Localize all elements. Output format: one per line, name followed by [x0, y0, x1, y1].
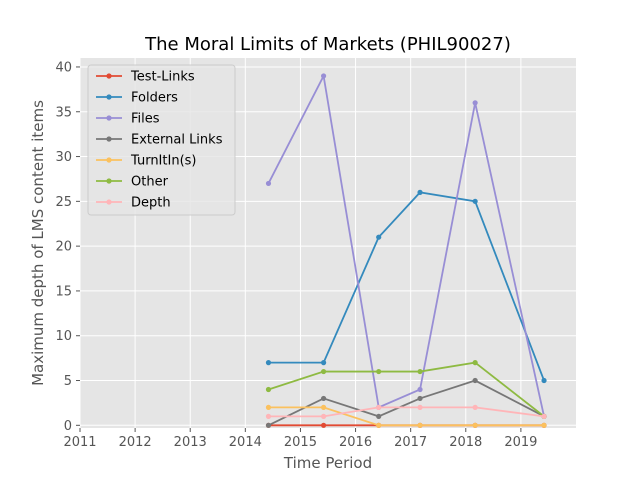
y-tick-label: 5: [64, 374, 72, 389]
series-depth: [265, 404, 547, 419]
y-tick-label: 10: [55, 329, 72, 344]
data-point-folders: [376, 234, 382, 240]
data-point-files: [320, 73, 327, 79]
data-point-depth: [541, 413, 547, 419]
y-tick-label: 25: [55, 195, 72, 210]
legend-item: Other: [96, 175, 169, 190]
legend-box: [87, 64, 236, 216]
data-point-files: [417, 386, 423, 393]
series-group: [265, 73, 547, 428]
legend-label: External Links: [131, 133, 223, 148]
data-point-folders: [417, 189, 423, 195]
legend-label: Test-Links: [130, 70, 195, 85]
x-tick-label: 2013: [174, 435, 207, 450]
x-tick-label: 2012: [119, 435, 152, 450]
data-point-turnitin-s: [417, 422, 423, 428]
data-point-turnitin-s: [541, 422, 547, 428]
data-point-depth: [265, 413, 272, 419]
data-point-files: [472, 100, 478, 106]
data-point-other: [472, 360, 478, 366]
y-tick-label: 40: [55, 60, 72, 75]
x-tick-label: 2016: [339, 435, 372, 450]
legend-item: External Links: [96, 133, 223, 148]
legend-item: TurnItIn(s): [96, 154, 196, 169]
data-point-folders: [541, 377, 547, 384]
data-point-test-links: [320, 422, 327, 428]
y-tick-label: 15: [55, 284, 72, 299]
legend-item: Test-Links: [96, 70, 195, 85]
data-point-external-links: [320, 395, 327, 402]
series-line-other: [268, 361, 545, 418]
data-point-other: [417, 368, 423, 375]
data-point-depth: [376, 404, 382, 410]
y-tick-label: 20: [55, 240, 72, 255]
legend: Test-Links Folders Files External Links Turn…: [87, 64, 236, 216]
x-tick-label: 2017: [394, 435, 427, 450]
data-point-turnitin-s: [376, 422, 382, 428]
x-tick-label: 2018: [449, 435, 482, 450]
data-point-other: [265, 386, 272, 393]
legend-marker: [106, 136, 112, 142]
data-point-external-links: [376, 413, 382, 419]
legend-item: Folders: [96, 91, 178, 106]
data-point-depth: [472, 404, 478, 410]
chart-title: The Moral Limits of Markets (PHIL90027): [144, 34, 511, 55]
y-tick-label: 30: [55, 150, 72, 165]
data-point-external-links: [472, 377, 478, 384]
x-tick-label: 2015: [284, 435, 317, 450]
data-point-external-links: [417, 395, 423, 402]
y-axis-ticks: 0 5 10 15 20 25 30 35 40: [55, 60, 80, 434]
data-point-folders: [320, 360, 327, 366]
legend-label: Folders: [131, 91, 178, 106]
data-point-turnitin-s: [320, 404, 327, 410]
data-point-depth: [320, 413, 327, 419]
y-axis-label: Maximum depth of LMS content items: [29, 100, 47, 386]
legend-label: Other: [131, 175, 169, 190]
legend-marker: [106, 73, 112, 79]
data-point-other: [376, 368, 382, 375]
data-point-depth: [417, 404, 423, 410]
legend-marker: [106, 199, 112, 205]
series-line-turnitin-s: [268, 406, 545, 427]
legend-marker: [106, 115, 112, 121]
data-point-other: [320, 368, 327, 375]
series-turnitin-s: [265, 404, 547, 428]
data-point-folders: [472, 198, 478, 204]
legend-item: Depth: [96, 196, 171, 211]
data-point-files: [265, 180, 272, 187]
y-tick-label: 35: [55, 105, 72, 120]
x-axis-label: Time Period: [283, 454, 372, 472]
legend-marker: [106, 178, 112, 184]
data-point-folders: [265, 360, 272, 366]
legend-label: Files: [131, 112, 160, 127]
data-point-turnitin-s: [265, 404, 272, 410]
x-tick-label: 2014: [229, 435, 262, 450]
series-line-depth: [268, 406, 545, 418]
series-folders: [265, 189, 547, 384]
data-point-external-links: [265, 422, 272, 428]
legend-marker: [106, 157, 112, 163]
legend-marker: [106, 94, 112, 100]
x-tick-label: 2011: [63, 435, 96, 450]
x-axis-ticks: 2011 2012 2013 2014 2015 2016 2017 2018 2019: [63, 428, 537, 450]
legend-item: Files: [96, 112, 160, 127]
legend-label: Depth: [131, 196, 171, 211]
series-line-files: [267, 73, 545, 417]
series-line-folders: [268, 191, 545, 381]
y-tick-label: 0: [64, 419, 72, 434]
data-point-turnitin-s: [472, 422, 478, 428]
x-tick-label: 2019: [504, 435, 537, 450]
legend-label: TurnItIn(s): [130, 154, 196, 169]
